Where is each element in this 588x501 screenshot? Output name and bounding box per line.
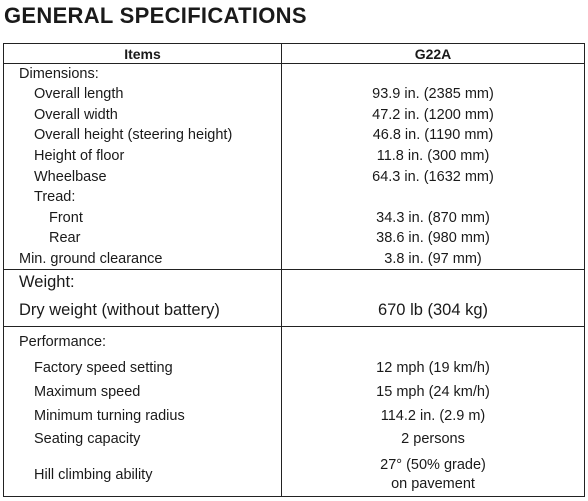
table-row: Overall width 47.2 in. (1200 mm) bbox=[3, 104, 585, 126]
spec-value: 93.9 in. (2385 mm) bbox=[281, 84, 585, 105]
table-row: Hill climbing ability 27° (50% grade) on… bbox=[3, 451, 585, 498]
spec-value: 12 mph (19 km/h) bbox=[281, 356, 585, 381]
model-column-header: G22A bbox=[281, 43, 585, 64]
spec-label: Seating capacity bbox=[3, 427, 282, 452]
spec-value bbox=[281, 268, 585, 295]
spec-value bbox=[281, 326, 585, 357]
spec-label: Factory speed setting bbox=[3, 356, 282, 381]
spec-label: Minimum turning radius bbox=[3, 403, 282, 428]
spec-value: 670 lb (304 kg) bbox=[281, 294, 585, 327]
spec-label: Overall length bbox=[3, 84, 282, 105]
spec-value: 34.3 in. (870 mm) bbox=[281, 207, 585, 228]
spec-value: 11.8 in. (300 mm) bbox=[281, 145, 585, 167]
table-row: Minimum turning radius 114.2 in. (2.9 m) bbox=[3, 403, 585, 428]
subheading-tread: Tread: bbox=[3, 186, 282, 208]
table-row: Rear 38.6 in. (980 mm) bbox=[3, 228, 585, 249]
spec-value: 38.6 in. (980 mm) bbox=[281, 228, 585, 249]
spec-label: Rear bbox=[3, 228, 282, 249]
spec-value: 2 persons bbox=[281, 427, 585, 452]
table-row: Tread: bbox=[3, 186, 585, 208]
table-row: Front 34.3 in. (870 mm) bbox=[3, 207, 585, 228]
table-row: Maximum speed 15 mph (24 km/h) bbox=[3, 380, 585, 404]
spec-value-line: on pavement bbox=[391, 476, 475, 493]
spec-label: Front bbox=[3, 207, 282, 228]
spec-label: Min. ground clearance bbox=[3, 248, 282, 270]
spec-value: 15 mph (24 km/h) bbox=[281, 380, 585, 404]
spec-value-line: 27° (50% grade) bbox=[380, 457, 486, 474]
table-row: Wheelbase 64.3 in. (1632 mm) bbox=[3, 166, 585, 187]
table-row: Factory speed setting 12 mph (19 km/h) bbox=[3, 356, 585, 381]
spec-label: Hill climbing ability bbox=[3, 451, 282, 498]
table-row: Min. ground clearance 3.8 in. (97 mm) bbox=[3, 248, 585, 270]
table-row: Overall length 93.9 in. (2385 mm) bbox=[3, 84, 585, 105]
table-row: Performance: bbox=[3, 326, 585, 357]
table-row: Dry weight (without battery) 670 lb (304… bbox=[3, 294, 585, 327]
table-row: Weight: bbox=[3, 268, 585, 295]
table-row: Seating capacity 2 persons bbox=[3, 427, 585, 452]
spec-label: Overall height (steering height) bbox=[3, 125, 282, 146]
spec-value bbox=[281, 186, 585, 208]
page-title: GENERAL SPECIFICATIONS bbox=[4, 3, 307, 28]
spec-value: 64.3 in. (1632 mm) bbox=[281, 166, 585, 187]
section-heading-dimensions: Dimensions: bbox=[3, 63, 282, 85]
table-row: Dimensions: bbox=[3, 63, 585, 85]
table-row: Overall height (steering height) 46.8 in… bbox=[3, 125, 585, 146]
items-column-header: Items bbox=[3, 43, 282, 64]
spec-label: Maximum speed bbox=[3, 380, 282, 404]
spec-label: Dry weight (without battery) bbox=[3, 294, 282, 327]
spec-label: Overall width bbox=[3, 104, 282, 126]
spec-value: 3.8 in. (97 mm) bbox=[281, 248, 585, 270]
spec-value: 27° (50% grade) on pavement bbox=[281, 451, 585, 498]
section-heading-weight: Weight: bbox=[3, 268, 282, 295]
spec-value bbox=[281, 63, 585, 85]
spec-value: 114.2 in. (2.9 m) bbox=[281, 403, 585, 428]
spec-value: 46.8 in. (1190 mm) bbox=[281, 125, 585, 146]
spec-label: Height of floor bbox=[3, 145, 282, 167]
section-heading-performance: Performance: bbox=[3, 326, 282, 357]
specifications-table: Items G22A Dimensions: Overall length 93… bbox=[3, 43, 585, 498]
spec-value: 47.2 in. (1200 mm) bbox=[281, 104, 585, 126]
table-header-row: Items G22A bbox=[3, 43, 585, 64]
spec-label: Wheelbase bbox=[3, 166, 282, 187]
table-row: Height of floor 11.8 in. (300 mm) bbox=[3, 145, 585, 167]
